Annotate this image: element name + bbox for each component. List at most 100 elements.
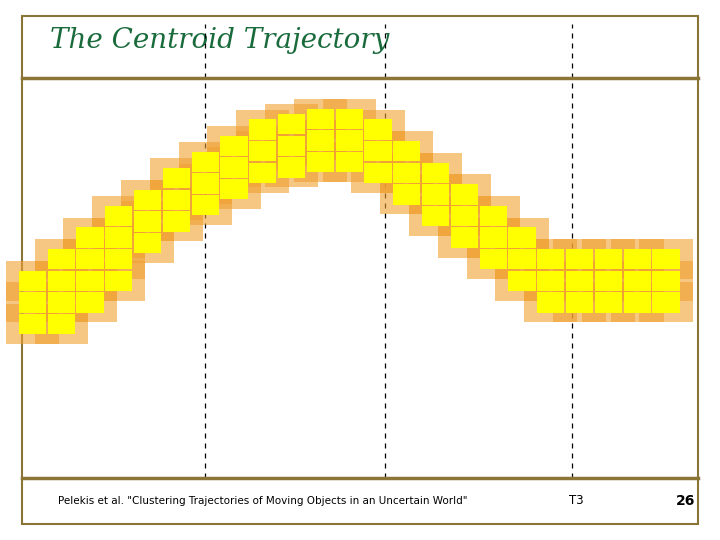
Bar [595,249,622,269]
Bar [35,282,88,322]
Bar [105,249,132,269]
Bar [611,282,664,322]
Bar [134,190,161,210]
Bar [63,282,117,322]
Bar [76,227,104,248]
Bar [6,304,59,344]
Bar [537,271,564,291]
Bar [134,233,161,253]
Bar [467,239,520,279]
Bar [438,218,491,258]
Bar [323,120,376,160]
Text: The Centroid Trajectory: The Centroid Trajectory [50,27,390,54]
Bar [236,131,289,171]
Bar [121,180,174,220]
Bar [495,261,549,301]
Bar [553,239,606,279]
Bar [48,314,75,334]
Bar [537,249,564,269]
Bar [278,114,305,134]
Bar [19,314,46,334]
Bar [220,136,248,156]
Bar [249,163,276,183]
Bar [35,239,88,279]
Bar [48,249,75,269]
Bar [480,249,507,269]
Bar [336,109,363,129]
Bar [92,239,145,279]
Bar [508,249,536,269]
Bar [451,206,478,226]
Bar [92,218,145,258]
Bar [451,227,478,248]
Bar [566,271,593,291]
Text: T3: T3 [569,494,583,508]
Bar [192,173,219,194]
Bar [294,99,347,139]
Bar [63,218,117,258]
Bar [524,282,577,322]
Bar [524,239,577,279]
Bar [236,153,289,193]
Bar [92,196,145,236]
Bar [364,163,392,183]
Bar [265,104,318,144]
Bar [652,292,680,313]
Bar [380,131,433,171]
Bar [6,261,59,301]
Bar [553,261,606,301]
Bar [467,196,520,236]
Bar [624,271,651,291]
Bar [393,141,420,161]
Bar [537,292,564,313]
Bar [524,261,577,301]
Bar [207,126,261,166]
Bar [294,120,347,160]
Bar [422,163,449,183]
Bar [179,164,232,204]
Bar [323,99,376,139]
Bar [220,157,248,178]
Bar [121,201,174,241]
Bar [150,180,203,220]
Bar [652,249,680,269]
Bar [566,292,593,313]
Bar [409,196,462,236]
Bar [438,196,491,236]
Bar [611,239,664,279]
Bar [294,142,347,182]
Bar [566,249,593,269]
Bar [63,261,117,301]
Bar [480,206,507,226]
Bar [6,282,59,322]
Bar [351,110,405,150]
Bar [422,184,449,205]
Bar [553,282,606,322]
Bar [76,292,104,313]
Bar [508,227,536,248]
Bar [48,292,75,313]
Bar [105,227,132,248]
Bar [179,142,232,182]
Bar [150,158,203,198]
Bar [150,201,203,241]
Bar [467,218,520,258]
Bar [624,249,651,269]
Bar [323,142,376,182]
Bar [19,292,46,313]
Bar [652,271,680,291]
Bar [134,211,161,232]
Bar [192,152,219,172]
Bar [409,153,462,193]
Bar [236,110,289,150]
Bar [265,147,318,187]
Bar [409,174,462,214]
Bar [422,206,449,226]
Bar [582,261,635,301]
Bar [278,157,305,178]
Bar [121,223,174,263]
Bar [495,239,549,279]
Bar [163,190,190,210]
Bar [364,119,392,140]
Bar [207,147,261,187]
